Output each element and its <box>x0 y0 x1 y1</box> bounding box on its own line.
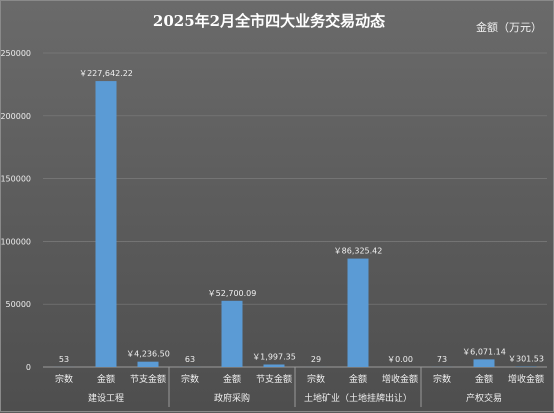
bar <box>222 301 243 367</box>
data-label: ￥301.53 <box>508 355 544 364</box>
group-label: 政府采购 <box>214 392 250 404</box>
data-label: ￥227,642.22 <box>79 69 133 78</box>
group-label: 建设工程 <box>88 392 124 404</box>
x-tick-label: 节支金额 <box>256 373 292 385</box>
data-label: ￥1,997.35 <box>252 352 296 361</box>
y-tick-label: 250000 <box>1 49 31 58</box>
y-tick-label: 0 <box>26 363 31 372</box>
x-tick-label: 增收金额 <box>382 373 418 385</box>
x-tick-label: 宗数 <box>307 373 325 385</box>
x-tick-label: 金额 <box>97 373 115 385</box>
y-tick-label: 200000 <box>1 112 31 121</box>
data-label: 73 <box>437 355 447 364</box>
data-labels: 53 ￥227,642.22 ￥4,236.50 63 ￥52,700.09 ￥1,997… <box>59 69 544 364</box>
x-tick-label: 节支金额 <box>130 373 166 385</box>
data-label: ￥52,700.09 <box>208 289 257 298</box>
data-label: ￥86,325.42 <box>334 247 383 256</box>
x-axis: 宗数金额节支金额建设工程宗数金额节支金额政府采购宗数金额增收金额土地矿业（土地挂… <box>55 367 544 407</box>
x-tick-label: 增收金额 <box>508 373 544 385</box>
y-tick-label: 100000 <box>1 237 31 246</box>
grid-layer <box>43 53 547 367</box>
data-label: ￥4,236.50 <box>126 350 170 359</box>
bar <box>474 359 495 367</box>
x-tick-label: 宗数 <box>181 373 199 385</box>
data-label: 53 <box>59 355 69 364</box>
bar <box>138 362 159 367</box>
y-tick-label: 50000 <box>6 300 31 309</box>
x-tick-label: 金额 <box>349 373 367 385</box>
y-tick-label: 150000 <box>1 175 31 184</box>
bar-series <box>54 81 537 367</box>
bar <box>96 81 117 367</box>
data-label: ￥0.00 <box>387 355 413 364</box>
bar <box>264 364 285 367</box>
x-tick-label: 金额 <box>475 373 493 385</box>
y-axis: 0 50000 100000 150000 200000 250000 <box>1 49 31 372</box>
x-tick-label: 金额 <box>223 373 241 385</box>
chart-title: 2025年2月全市四大业务交易动态 <box>153 12 385 30</box>
x-tick-label: 宗数 <box>433 373 451 385</box>
bar <box>348 259 369 367</box>
x-tick-label: 宗数 <box>55 373 73 385</box>
group-label: 产权交易 <box>466 392 502 404</box>
group-label: 土地矿业（土地挂牌出让） <box>304 392 412 404</box>
data-label: 29 <box>311 355 321 364</box>
data-label: 63 <box>185 355 195 364</box>
data-label: ￥6,071.14 <box>462 347 506 356</box>
unit-label: 金额（万元） <box>476 20 542 34</box>
